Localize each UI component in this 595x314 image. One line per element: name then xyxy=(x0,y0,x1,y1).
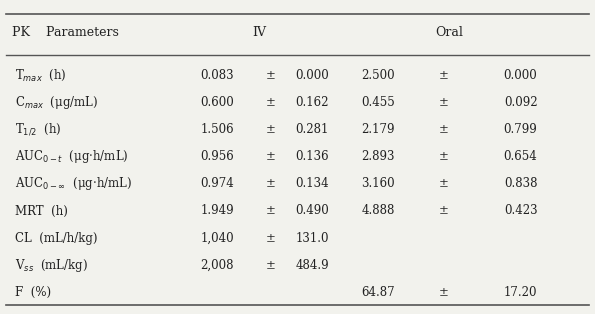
Text: ±: ± xyxy=(266,204,275,218)
Text: 2,008: 2,008 xyxy=(201,259,234,272)
Text: 484.9: 484.9 xyxy=(296,259,329,272)
Text: CL  (mL/h/kg): CL (mL/h/kg) xyxy=(15,232,98,245)
Text: T$_{max}$  (h): T$_{max}$ (h) xyxy=(15,68,67,83)
Text: 0.162: 0.162 xyxy=(296,96,329,109)
Text: ±: ± xyxy=(266,96,275,109)
Text: 0.281: 0.281 xyxy=(296,123,329,136)
Text: Oral: Oral xyxy=(436,26,463,40)
Text: 3.160: 3.160 xyxy=(361,177,394,190)
Text: 17.20: 17.20 xyxy=(504,286,537,299)
Text: AUC$_{0-t}$  (μg·h/mL): AUC$_{0-t}$ (μg·h/mL) xyxy=(15,148,129,165)
Text: 1.506: 1.506 xyxy=(201,123,234,136)
Text: ±: ± xyxy=(266,232,275,245)
Text: 0.423: 0.423 xyxy=(504,204,537,218)
Text: 131.0: 131.0 xyxy=(296,232,329,245)
Text: 64.87: 64.87 xyxy=(361,286,394,299)
Text: 0.799: 0.799 xyxy=(504,123,537,136)
Text: 0.490: 0.490 xyxy=(296,204,329,218)
Text: 0.974: 0.974 xyxy=(201,177,234,190)
Text: 2.500: 2.500 xyxy=(361,69,394,82)
Text: C$_{max}$  (μg/mL): C$_{max}$ (μg/mL) xyxy=(15,94,98,111)
Text: 0.136: 0.136 xyxy=(296,150,329,163)
Text: ±: ± xyxy=(439,177,448,190)
Text: 0.083: 0.083 xyxy=(201,69,234,82)
Text: 4.888: 4.888 xyxy=(361,204,394,218)
Text: AUC$_{0-∞}$  (μg·h/mL): AUC$_{0-∞}$ (μg·h/mL) xyxy=(15,175,132,192)
Text: 2.179: 2.179 xyxy=(361,123,394,136)
Text: V$_{ss}$  (mL/kg): V$_{ss}$ (mL/kg) xyxy=(15,257,88,274)
Text: 0.838: 0.838 xyxy=(504,177,537,190)
Text: T$_{1/2}$  (h): T$_{1/2}$ (h) xyxy=(15,122,61,138)
Text: 0.092: 0.092 xyxy=(504,96,537,109)
Text: 2.893: 2.893 xyxy=(361,150,394,163)
Text: 0.455: 0.455 xyxy=(361,96,394,109)
Text: ±: ± xyxy=(439,286,448,299)
Text: IV: IV xyxy=(252,26,266,40)
Text: ±: ± xyxy=(439,123,448,136)
Text: 0.654: 0.654 xyxy=(504,150,537,163)
Text: ±: ± xyxy=(439,204,448,218)
Text: 0.600: 0.600 xyxy=(201,96,234,109)
Text: 0.000: 0.000 xyxy=(296,69,329,82)
Text: ±: ± xyxy=(266,69,275,82)
Text: ±: ± xyxy=(439,96,448,109)
Text: 1.949: 1.949 xyxy=(201,204,234,218)
Text: ±: ± xyxy=(266,177,275,190)
Text: PK    Parameters: PK Parameters xyxy=(12,26,119,40)
Text: ±: ± xyxy=(266,123,275,136)
Text: ±: ± xyxy=(439,69,448,82)
Text: 0.956: 0.956 xyxy=(201,150,234,163)
Text: ±: ± xyxy=(266,259,275,272)
Text: F  (%): F (%) xyxy=(15,286,51,299)
Text: MRT  (h): MRT (h) xyxy=(15,204,68,218)
Text: 0.000: 0.000 xyxy=(504,69,537,82)
Text: ±: ± xyxy=(266,150,275,163)
Text: ±: ± xyxy=(439,150,448,163)
Text: 0.134: 0.134 xyxy=(296,177,329,190)
Text: 1,040: 1,040 xyxy=(201,232,234,245)
